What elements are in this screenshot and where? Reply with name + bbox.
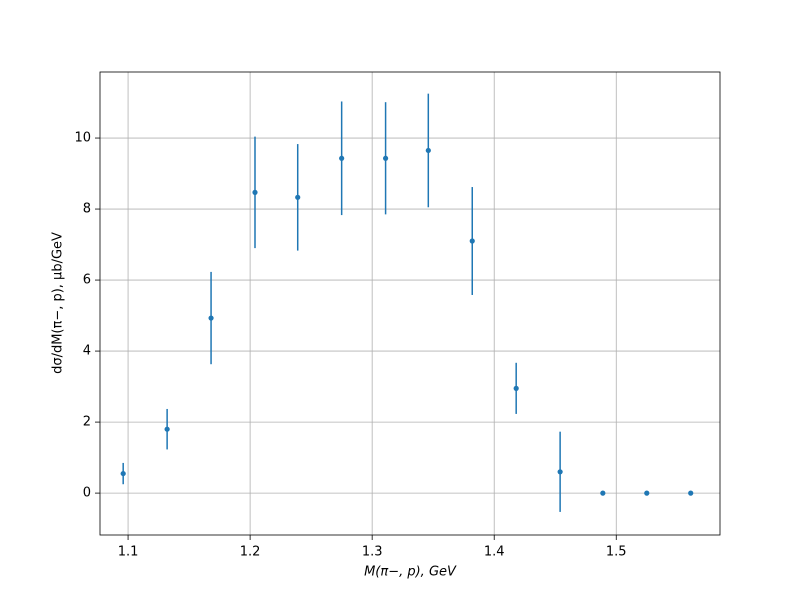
y-tick-label: 6 xyxy=(83,273,91,288)
data-point xyxy=(208,315,214,321)
plot-area: 1.1 1.2 1.3 1.4 1.5 0 2 4 6 8 10 xyxy=(74,72,720,560)
data-point xyxy=(557,469,563,475)
y-tick-label: 10 xyxy=(74,131,91,146)
x-tick-label: 1.2 xyxy=(240,545,261,560)
axes-frame xyxy=(99,71,721,536)
data-point xyxy=(688,490,694,496)
data-point xyxy=(120,470,126,477)
data-point xyxy=(164,426,170,432)
x-tick-label: 1.1 xyxy=(118,545,139,560)
y-tick-label: 0 xyxy=(83,486,91,501)
data-point xyxy=(469,238,475,244)
data-point xyxy=(513,385,519,391)
y-tick-label: 4 xyxy=(83,344,91,359)
x-axis-label: M(π−, p), GeV xyxy=(364,565,457,580)
data-point xyxy=(644,490,650,496)
x-tick-label: 1.3 xyxy=(362,545,383,560)
x-tick-label: 1.4 xyxy=(484,545,505,560)
data-point xyxy=(600,490,606,496)
x-tick-label: 1.5 xyxy=(606,545,627,560)
y-tick-label: 2 xyxy=(83,415,91,430)
data-point xyxy=(252,189,258,195)
data-point xyxy=(425,147,431,154)
data-point xyxy=(382,155,389,161)
data-point xyxy=(339,155,345,161)
data-point xyxy=(295,194,301,200)
y-tick-label: 8 xyxy=(83,202,91,217)
y-axis-label: dσ/dM(π−, p), μb/GeV xyxy=(51,232,66,374)
